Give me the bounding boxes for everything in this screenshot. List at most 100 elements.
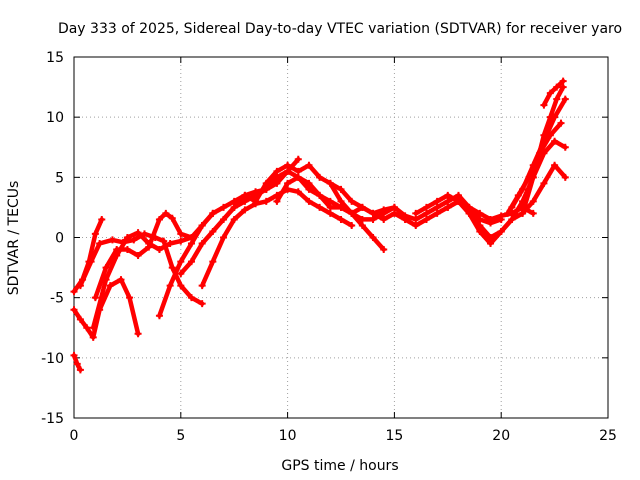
data-point <box>209 227 217 235</box>
data-point <box>155 246 163 254</box>
y-tick-label: -15 <box>41 411 64 427</box>
data-point <box>380 215 388 223</box>
data-point <box>106 282 114 290</box>
data-point <box>284 167 292 175</box>
data-point <box>305 185 313 193</box>
data-point <box>422 215 430 223</box>
data-point <box>444 203 452 211</box>
series-pass-14 <box>444 137 569 248</box>
data-point <box>369 234 377 241</box>
data-point <box>166 282 174 290</box>
data-point <box>326 197 334 205</box>
data-point <box>536 149 544 157</box>
data-point <box>487 240 495 248</box>
y-tick-label: 10 <box>46 110 64 126</box>
data-point <box>412 209 420 217</box>
x-tick-label: 0 <box>70 428 79 444</box>
data-point <box>168 214 176 222</box>
data-point <box>497 212 505 220</box>
data-point <box>540 101 548 109</box>
y-tick-label: -5 <box>50 291 64 307</box>
data-point <box>252 197 260 205</box>
data-point <box>273 197 281 205</box>
series-pass-06 <box>89 209 217 332</box>
data-point <box>130 236 138 244</box>
data-point <box>433 197 441 205</box>
data-point <box>83 324 91 332</box>
data-point <box>422 209 430 217</box>
data-point <box>98 215 106 223</box>
x-tick-label: 20 <box>492 428 510 444</box>
data-point <box>177 282 185 290</box>
data-point <box>348 197 356 205</box>
data-point <box>412 215 420 223</box>
data-point <box>525 173 533 181</box>
series-pass-13 <box>412 161 569 241</box>
data-point <box>220 234 228 241</box>
data-point <box>162 209 170 217</box>
data-point <box>380 246 388 254</box>
data-point <box>369 215 377 223</box>
series-pass-17 <box>504 119 565 217</box>
data-point <box>102 264 110 272</box>
data-point <box>198 221 206 229</box>
data-point <box>337 197 345 205</box>
data-point <box>476 209 484 217</box>
data-point <box>540 131 548 139</box>
data-point <box>546 113 554 121</box>
data-point <box>557 119 565 127</box>
data-point <box>454 191 462 199</box>
series-pass-07 <box>155 155 302 320</box>
data-point <box>87 258 95 266</box>
data-point <box>102 276 110 284</box>
data-point <box>70 306 78 314</box>
data-point <box>198 282 206 290</box>
data-point <box>177 258 185 266</box>
data-point <box>294 173 302 181</box>
data-point <box>305 161 313 169</box>
data-point <box>241 206 249 214</box>
data-point <box>369 209 377 217</box>
data-point <box>553 83 561 91</box>
data-point <box>117 276 125 284</box>
series-line <box>541 78 566 108</box>
data-series <box>70 77 569 374</box>
data-point <box>316 203 324 211</box>
data-point <box>337 203 345 211</box>
series-pass-09 <box>177 167 388 278</box>
data-point <box>198 240 206 248</box>
series-line <box>274 175 504 226</box>
data-point <box>553 95 561 103</box>
x-tick-label: 15 <box>385 428 403 444</box>
series-line <box>445 138 568 246</box>
data-point <box>337 215 345 223</box>
x-tick-label: 5 <box>176 428 185 444</box>
data-point <box>294 155 302 163</box>
axis-ticks: 0 5 10 15 20 25 -15 -10 -5 0 5 10 15 <box>41 50 617 444</box>
data-point <box>348 209 356 217</box>
data-point <box>113 252 121 260</box>
data-point <box>337 185 345 193</box>
data-point <box>504 209 512 217</box>
data-point <box>187 258 195 266</box>
data-point <box>514 191 522 199</box>
chart-title: Day 333 of 2025, Sidereal Day-to-day VTE… <box>58 21 622 37</box>
data-point <box>89 324 97 332</box>
data-point <box>465 209 473 217</box>
data-point <box>76 366 84 374</box>
data-point <box>497 227 505 235</box>
data-point <box>540 179 548 187</box>
data-point <box>145 240 153 248</box>
data-point <box>70 351 78 359</box>
data-point <box>126 294 134 302</box>
y-tick-label: 0 <box>55 231 64 247</box>
data-point <box>209 209 217 217</box>
data-point <box>551 161 559 169</box>
data-point <box>220 203 228 211</box>
data-point <box>529 209 537 217</box>
data-point <box>358 203 366 211</box>
data-point <box>187 240 195 248</box>
data-point <box>412 221 420 229</box>
data-point <box>358 215 366 223</box>
